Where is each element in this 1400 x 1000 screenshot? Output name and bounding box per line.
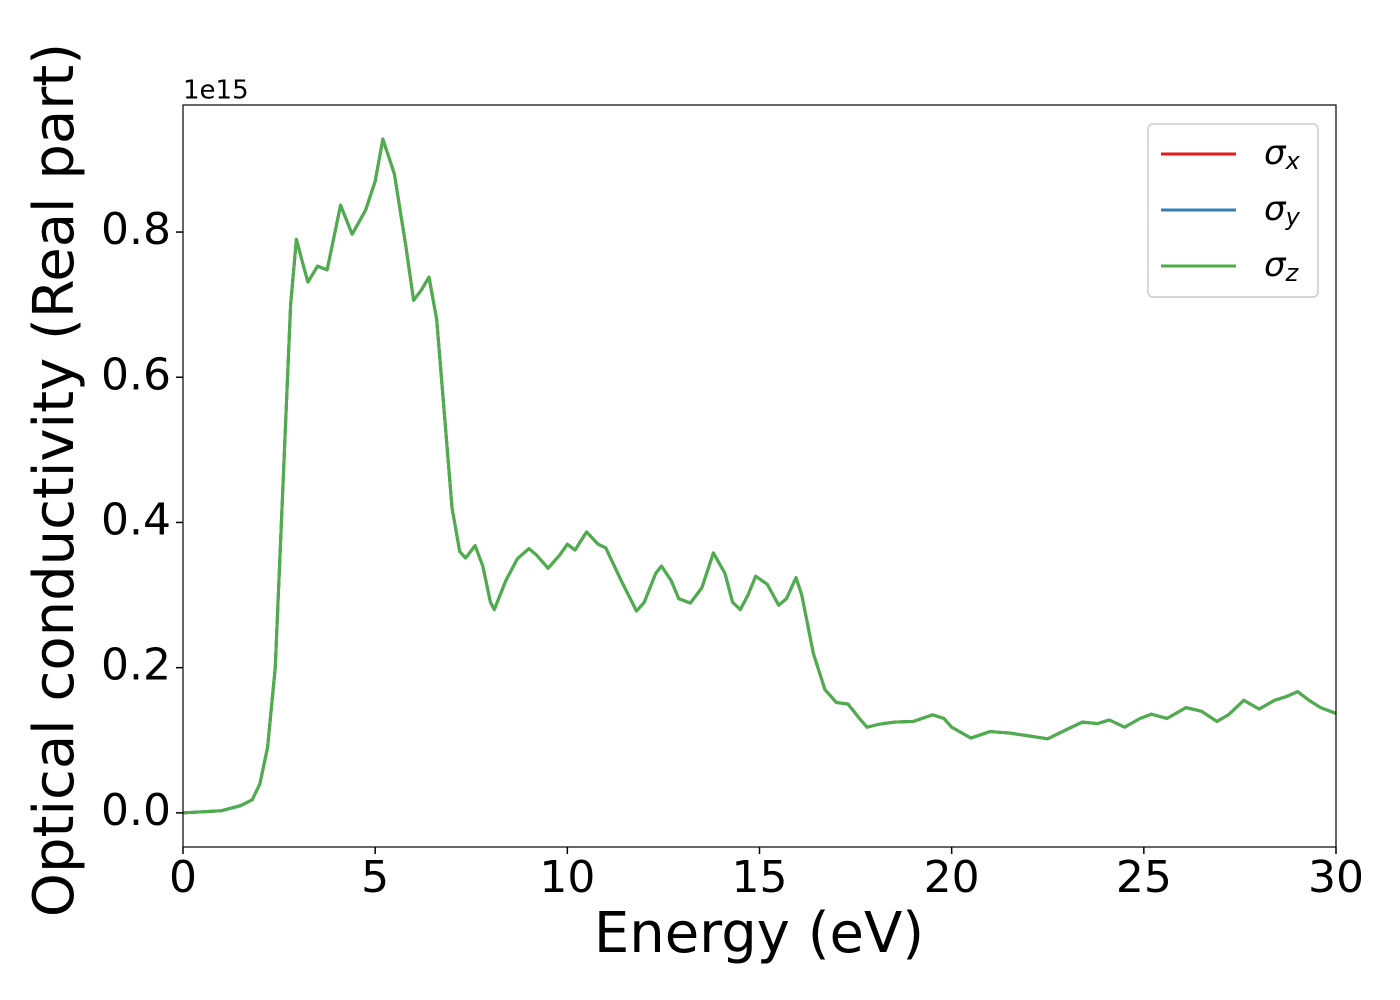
y-tick-label: 0.4 (101, 494, 171, 545)
x-tick-label: 20 (924, 852, 980, 903)
y-axis-label: Optical conductivity (Real part) (22, 43, 87, 917)
legend-label: σx (1264, 133, 1301, 176)
y-tick-label: 0.0 (101, 785, 171, 836)
plot-frame (182, 104, 1337, 848)
legend-label: σy (1264, 189, 1301, 232)
y-tick-label: 0.6 (101, 349, 171, 400)
x-tick-label: 10 (539, 852, 595, 903)
line-series (183, 137, 1336, 815)
x-tick-label: 0 (169, 852, 197, 903)
y-tick-label: 0.2 (101, 640, 171, 691)
x-tick-label: 5 (361, 852, 389, 903)
y-tick-label: 0.8 (101, 204, 171, 255)
x-tick-label: 15 (732, 852, 788, 903)
x-tick-label: 30 (1308, 852, 1364, 903)
x-tick-label: 25 (1116, 852, 1172, 903)
legend-label: σz (1264, 245, 1300, 288)
y-offset-text: 1e15 (183, 76, 249, 106)
x-axis-label: Energy (eV) (594, 901, 924, 966)
